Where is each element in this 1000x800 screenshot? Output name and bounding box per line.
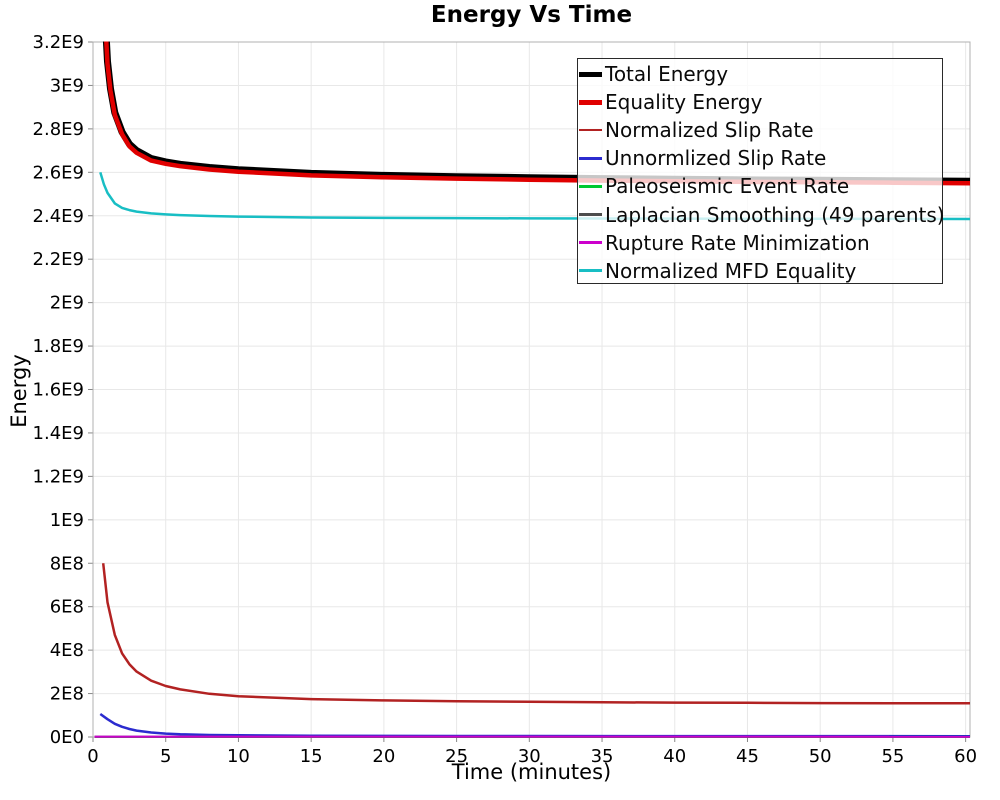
legend-item-label: Normalized Slip Rate [605, 118, 814, 143]
y-tick-label: 0E0 [50, 727, 84, 748]
x-tick-label: 45 [736, 746, 759, 767]
x-tick-label: 10 [227, 746, 250, 767]
y-tick-label: 1E9 [50, 510, 84, 531]
legend-swatch-line [579, 99, 602, 105]
x-axis-label: Time (minutes) [451, 760, 612, 784]
legend-swatch-line [579, 269, 602, 272]
chart-title: Energy Vs Time [430, 2, 633, 28]
legend-swatch-line [579, 128, 602, 132]
legend-swatch-line [579, 71, 602, 77]
legend-item: Laplacian Smoothing (49 parents) [579, 200, 945, 228]
y-tick-label: 2.2E9 [33, 249, 84, 270]
legend-item-label: Unnormlized Slip Rate [605, 146, 827, 171]
y-tick-label: 2.6E9 [33, 162, 84, 183]
legend-item-label: Paleoseismic Event Rate [605, 174, 850, 199]
legend-item-label: Total Energy [605, 62, 729, 87]
legend-swatch-line [579, 213, 602, 216]
series-line [99, 712, 971, 738]
y-tick-label: 3.2E9 [33, 32, 84, 53]
legend: Total Energy Equality Energy Normalized Sl… [577, 58, 945, 285]
legend-item: Unnormlized Slip Rate [579, 144, 942, 172]
legend-swatch-line [579, 185, 602, 188]
y-tick-label: 6E8 [50, 597, 84, 618]
legend-item: Normalized Slip Rate [579, 116, 942, 144]
legend-item: Equality Energy [579, 88, 942, 116]
y-tick-label: 1.4E9 [33, 423, 84, 444]
legend-swatch-line [579, 157, 602, 160]
y-tick-label: 3E9 [50, 75, 84, 96]
x-tick-label: 5 [160, 746, 171, 767]
legend-swatch-line [579, 241, 602, 244]
legend-item-label: Normalized MFD Equality [605, 258, 857, 283]
x-tick-label: 40 [663, 746, 686, 767]
series-line [101, 563, 971, 705]
y-tick-label: 2E9 [50, 293, 84, 314]
y-tick-label: 1.2E9 [33, 466, 84, 487]
x-tick-label: 60 [954, 746, 977, 767]
legend-item: Total Energy [579, 60, 942, 88]
y-tick-label: 2.4E9 [33, 206, 84, 227]
x-tick-label: 20 [372, 746, 395, 767]
y-tick-label: 8E8 [50, 553, 84, 574]
legend-item: Normalized MFD Equality [579, 257, 942, 285]
y-tick-label: 4E8 [50, 640, 84, 661]
x-tick-label: 50 [809, 746, 832, 767]
x-tick-label: 55 [881, 746, 904, 767]
y-axis-label: Energy [7, 354, 31, 428]
y-tick-label: 1.8E9 [33, 336, 84, 357]
legend-item: Rupture Rate Minimization [579, 229, 942, 257]
x-tick-label: 35 [591, 746, 614, 767]
y-tick-label: 2.8E9 [33, 119, 84, 140]
legend-item-label: Equality Energy [605, 90, 763, 115]
x-tick-label: 0 [87, 746, 98, 767]
y-tick-label: 1.6E9 [33, 380, 84, 401]
x-tick-label: 25 [445, 746, 468, 767]
y-tick-label: 2E8 [50, 684, 84, 705]
legend-item-label: Rupture Rate Minimization [605, 230, 870, 255]
x-tick-label: 30 [518, 746, 541, 767]
x-tick-label: 15 [300, 746, 323, 767]
legend-item: Paleoseismic Event Rate [579, 172, 942, 200]
legend-item-label: Laplacian Smoothing (49 parents) [605, 202, 945, 227]
